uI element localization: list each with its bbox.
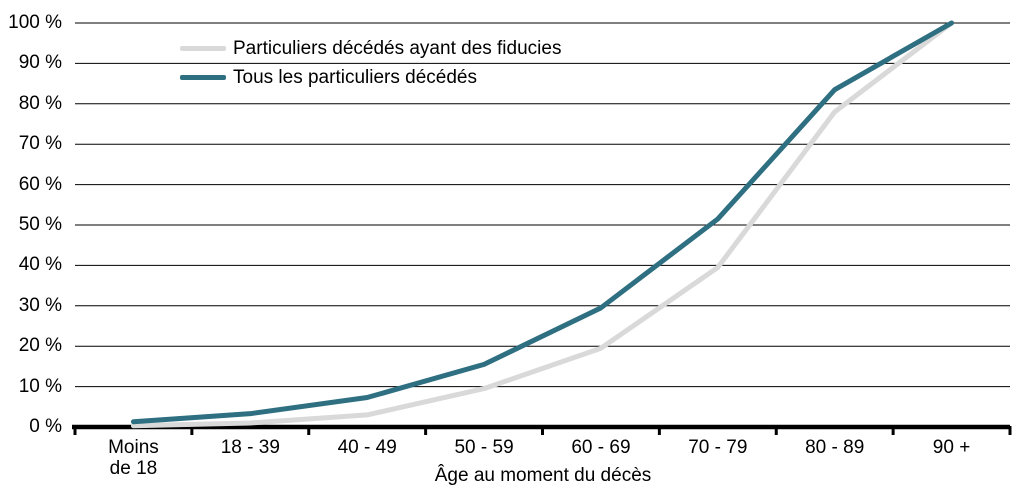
chart-legend: Particuliers décédés ayant des fiducies … [180, 34, 561, 92]
y-axis-tick-label: 40 % [18, 254, 62, 276]
y-axis-tick-label: 30 % [18, 294, 62, 316]
legend-item-fiducies: Particuliers décédés ayant des fiducies [180, 34, 561, 63]
series-line-fiducies [130, 20, 955, 429]
legend-line-swatch-tous [180, 75, 226, 80]
y-axis-tick-label: 80 % [18, 92, 62, 114]
y-axis-tick-label: 70 % [18, 133, 62, 155]
y-axis-tick-label: 60 % [18, 173, 62, 195]
x-axis-tick-label: Moins de 18 [108, 437, 159, 479]
y-axis-tick-label: 0 % [29, 416, 62, 437]
x-axis-tick-label: 18 - 39 [220, 437, 280, 458]
legend-line-swatch-fiducies [180, 46, 226, 51]
y-axis-tick-label: 90 % [18, 52, 62, 74]
y-axis-tick-label: 50 % [18, 214, 62, 235]
x-axis-tick-label: 60 - 69 [571, 437, 631, 458]
x-axis-tick-label: 90 + [932, 437, 971, 458]
legend-label-tous: Tous les particuliers décédés [233, 66, 477, 88]
x-axis-tick-label: 40 - 49 [337, 437, 397, 458]
x-axis-tick-label: 50 - 59 [454, 437, 514, 458]
x-axis-title: Âge au moment du décès [434, 465, 652, 486]
y-axis-tick-label: 100 % [8, 12, 62, 33]
x-axis-tick-label: 80 - 89 [805, 437, 865, 458]
legend-label-fiducies: Particuliers décédés ayant des fiducies [233, 37, 562, 59]
y-axis-tick-label: 20 % [18, 335, 62, 357]
legend-item-tous: Tous les particuliers décédés [180, 63, 561, 92]
y-axis-tick-label: 10 % [18, 375, 62, 397]
series-line-tous [130, 20, 955, 425]
x-axis-tick-label: 70 - 79 [688, 437, 748, 458]
